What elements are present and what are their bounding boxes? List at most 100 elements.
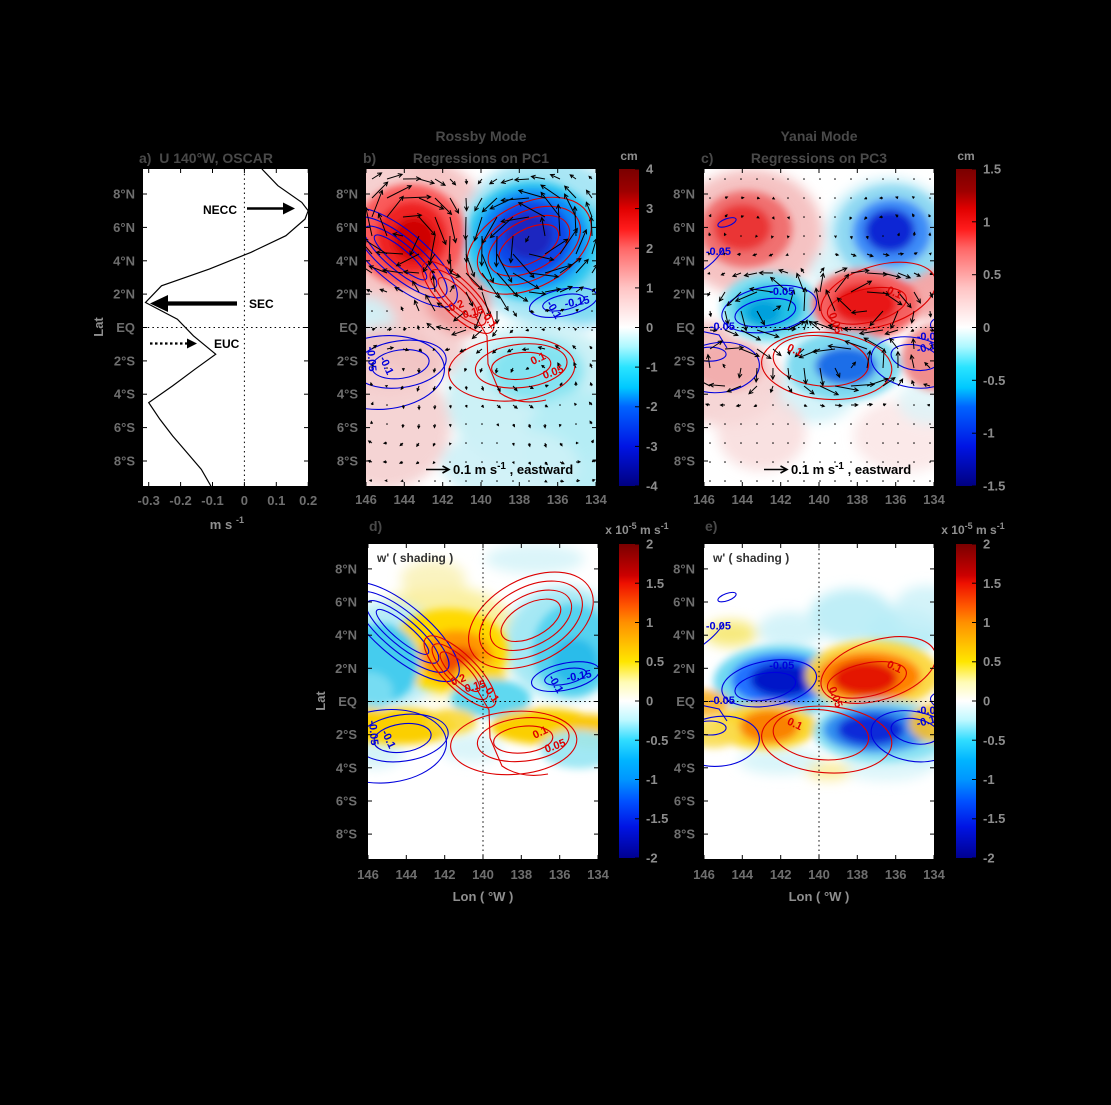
- svg-text:-2: -2: [983, 851, 995, 866]
- svg-text:-0.05: -0.05: [706, 620, 731, 632]
- svg-text:x 10-5 m s-1: x 10-5 m s-1: [605, 521, 668, 537]
- svg-text:2°N: 2°N: [335, 661, 357, 676]
- svg-text:8°N: 8°N: [113, 187, 135, 202]
- svg-text:8°S: 8°S: [114, 454, 135, 469]
- svg-text:-1: -1: [646, 360, 658, 375]
- svg-text:cm: cm: [620, 149, 637, 163]
- svg-text:4°N: 4°N: [113, 253, 135, 268]
- svg-text:Regressions on PC3: Regressions on PC3: [751, 150, 887, 166]
- svg-text:0.1 m s-1 , eastward: 0.1 m s-1 , eastward: [791, 461, 911, 477]
- svg-text:134: 134: [923, 492, 945, 507]
- svg-text:8°S: 8°S: [336, 827, 357, 842]
- svg-text:-0.05: -0.05: [769, 286, 794, 298]
- svg-text:-3: -3: [646, 439, 658, 454]
- svg-text:-0.05: -0.05: [917, 705, 942, 717]
- svg-text:EUC: EUC: [214, 337, 240, 351]
- svg-text:4°S: 4°S: [337, 387, 358, 402]
- svg-text:SEC: SEC: [249, 297, 274, 311]
- svg-text:144: 144: [731, 492, 753, 507]
- svg-text:EQ: EQ: [676, 320, 695, 335]
- svg-text:138: 138: [510, 867, 532, 882]
- svg-text:146: 146: [357, 867, 379, 882]
- svg-text:2°N: 2°N: [673, 661, 695, 676]
- svg-text:-0.05: -0.05: [366, 720, 380, 746]
- svg-text:0.5: 0.5: [983, 654, 1001, 669]
- svg-text:6°S: 6°S: [337, 420, 358, 435]
- svg-text:4°S: 4°S: [674, 387, 695, 402]
- svg-text:0.1: 0.1: [885, 659, 904, 676]
- svg-text:1: 1: [646, 615, 653, 630]
- svg-text:0.15: 0.15: [463, 678, 487, 695]
- svg-text:-0.05: -0.05: [917, 331, 942, 343]
- svg-text:2°N: 2°N: [673, 287, 695, 302]
- svg-text:0.1 m s-1 , eastward: 0.1 m s-1 , eastward: [453, 461, 573, 477]
- svg-text:1.5: 1.5: [983, 162, 1001, 177]
- svg-text:6°N: 6°N: [335, 595, 357, 610]
- svg-text:6°S: 6°S: [674, 794, 695, 809]
- svg-text:0.1: 0.1: [785, 342, 804, 359]
- svg-text:142: 142: [432, 492, 454, 507]
- svg-text:Lon ( °W ): Lon ( °W ): [789, 889, 850, 904]
- svg-text:e): e): [705, 518, 717, 534]
- svg-text:0.2: 0.2: [447, 298, 465, 315]
- svg-text:-4: -4: [646, 479, 658, 494]
- svg-text:-0.1: -0.1: [915, 340, 936, 357]
- svg-text:-2: -2: [646, 399, 658, 414]
- svg-text:cm: cm: [957, 149, 974, 163]
- svg-text:8°N: 8°N: [335, 561, 357, 576]
- svg-text:138: 138: [508, 492, 530, 507]
- svg-text:c): c): [701, 150, 713, 166]
- svg-text:-0.15: -0.15: [564, 294, 591, 310]
- svg-text:2°S: 2°S: [674, 353, 695, 368]
- svg-text:-1.5: -1.5: [646, 811, 668, 826]
- svg-text:134: 134: [923, 867, 945, 882]
- svg-text:8°N: 8°N: [336, 187, 358, 202]
- svg-text:1: 1: [646, 280, 653, 295]
- svg-text:4°S: 4°S: [336, 760, 357, 775]
- svg-text:134: 134: [585, 492, 607, 507]
- svg-text:-2: -2: [646, 851, 658, 866]
- svg-text:142: 142: [770, 867, 792, 882]
- svg-text:NECC: NECC: [203, 203, 237, 217]
- svg-text:Lat: Lat: [313, 691, 328, 711]
- svg-text:8°N: 8°N: [673, 187, 695, 202]
- svg-text:-1: -1: [646, 772, 658, 787]
- svg-text:1: 1: [983, 615, 990, 630]
- svg-text:146: 146: [693, 492, 715, 507]
- svg-text:EQ: EQ: [676, 694, 695, 709]
- svg-text:136: 136: [885, 867, 907, 882]
- svg-text:-1.5: -1.5: [983, 479, 1005, 494]
- svg-text:Rossby Mode: Rossby Mode: [435, 128, 526, 144]
- svg-text:2°S: 2°S: [114, 353, 135, 368]
- svg-text:0.1: 0.1: [785, 716, 804, 733]
- svg-text:4: 4: [646, 162, 654, 177]
- svg-text:-1.5: -1.5: [983, 811, 1005, 826]
- svg-text:6°N: 6°N: [113, 220, 135, 235]
- svg-text:1: 1: [983, 214, 990, 229]
- svg-text:140: 140: [808, 867, 830, 882]
- svg-text:Lat: Lat: [91, 317, 106, 337]
- svg-text:144: 144: [731, 867, 753, 882]
- svg-text:-0.2: -0.2: [169, 493, 191, 508]
- svg-text:2°S: 2°S: [674, 727, 695, 742]
- svg-text:-0.05: -0.05: [706, 246, 731, 258]
- svg-text:EQ: EQ: [338, 694, 357, 709]
- svg-text:142: 142: [434, 867, 456, 882]
- svg-text:2°S: 2°S: [337, 353, 358, 368]
- svg-text:w' ( shading ): w' ( shading ): [376, 551, 453, 565]
- svg-text:2°N: 2°N: [336, 287, 358, 302]
- svg-text:144: 144: [395, 867, 417, 882]
- svg-text:140: 140: [808, 492, 830, 507]
- svg-text:-1: -1: [236, 515, 244, 525]
- svg-text:Regressions on PC1: Regressions on PC1: [413, 150, 549, 166]
- svg-text:4°N: 4°N: [673, 253, 695, 268]
- svg-text:6°N: 6°N: [673, 595, 695, 610]
- svg-text:a) U 140°W, OSCAR: a) U 140°W, OSCAR: [139, 150, 273, 166]
- svg-text:6°S: 6°S: [336, 794, 357, 809]
- svg-text:m s: m s: [210, 517, 232, 532]
- svg-text:0.15: 0.15: [461, 304, 485, 321]
- svg-text:-0.3: -0.3: [137, 493, 159, 508]
- svg-text:-0.15: -0.15: [566, 668, 593, 684]
- svg-text:0: 0: [241, 493, 248, 508]
- svg-text:8°S: 8°S: [674, 827, 695, 842]
